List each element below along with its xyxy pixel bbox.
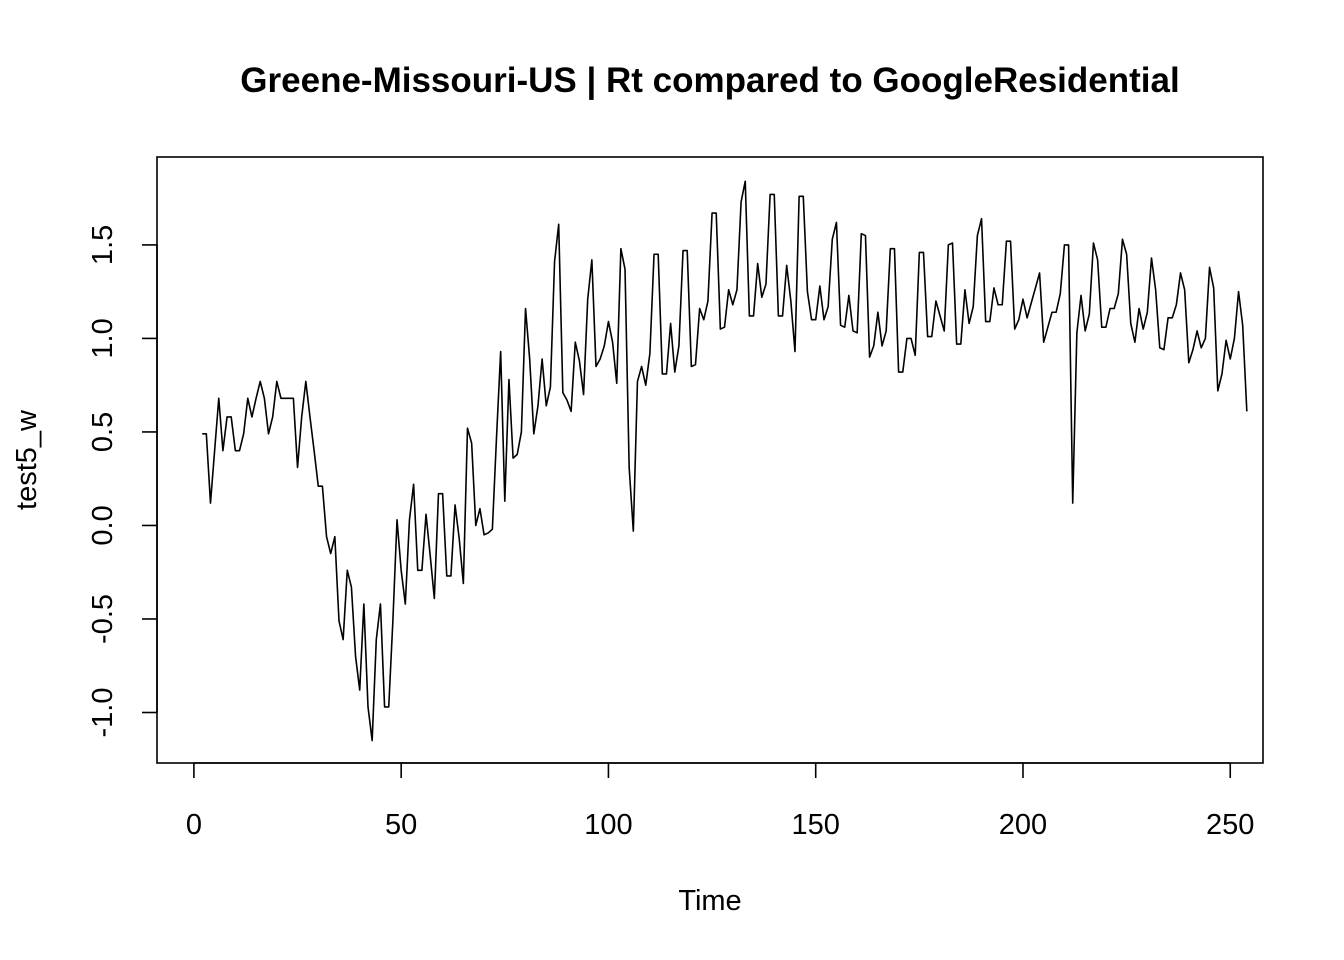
x-tick-label: 100 bbox=[584, 809, 632, 841]
y-tick-label: -1.0 bbox=[87, 688, 119, 738]
x-tick-label: 0 bbox=[186, 809, 202, 841]
y-tick-label: 1.5 bbox=[87, 225, 119, 265]
x-tick-label: 150 bbox=[792, 809, 840, 841]
x-tick-label: 50 bbox=[385, 809, 417, 841]
chart-title: Greene-Missouri-US | Rt compared to Goog… bbox=[240, 61, 1179, 100]
y-tick-label: 0.5 bbox=[87, 412, 119, 452]
x-tick-label: 250 bbox=[1206, 809, 1254, 841]
y-axis: -1.0 -0.5 0.0 0.5 1.0 1.5 bbox=[87, 225, 158, 738]
y-tick-label: -0.5 bbox=[87, 594, 119, 644]
x-axis: 0 50 100 150 200 250 bbox=[186, 762, 1254, 841]
y-axis-label: test5_w bbox=[11, 409, 43, 510]
y-tick-label: 0.0 bbox=[87, 505, 119, 545]
x-axis-label: Time bbox=[678, 885, 741, 917]
series-line-test5-w bbox=[202, 180, 1248, 742]
x-tick-label: 200 bbox=[999, 809, 1047, 841]
y-tick-label: 1.0 bbox=[87, 318, 119, 358]
